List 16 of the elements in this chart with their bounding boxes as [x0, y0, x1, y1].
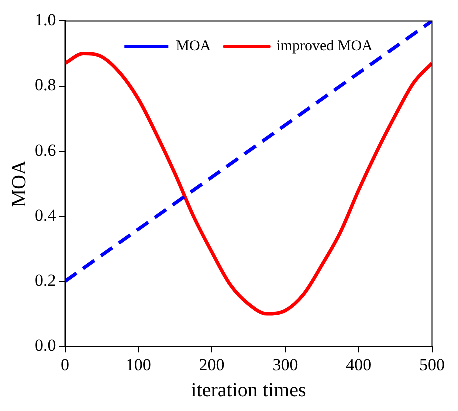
legend-label: MOA	[176, 38, 212, 55]
x-tick-label: 400	[346, 355, 372, 374]
x-tick-label: 200	[199, 355, 225, 374]
legend-label: improved MOA	[276, 38, 374, 55]
y-tick-label: 0.2	[35, 270, 56, 290]
y-tick-label: 0.8	[35, 76, 56, 95]
x-tick-label: 300	[272, 355, 298, 374]
y-tick-label: 0.4	[35, 206, 57, 225]
y-axis-title: MOA	[8, 160, 30, 208]
y-tick-label: 0.6	[35, 140, 56, 160]
y-tick-label: 1.0	[35, 10, 56, 30]
x-tick-label: 0	[61, 355, 70, 374]
x-axis-title: iteration times	[191, 379, 306, 402]
y-tick-label: 0.0	[35, 336, 56, 356]
x-tick-label: 500	[420, 355, 445, 374]
x-tick-label: 100	[126, 355, 152, 374]
